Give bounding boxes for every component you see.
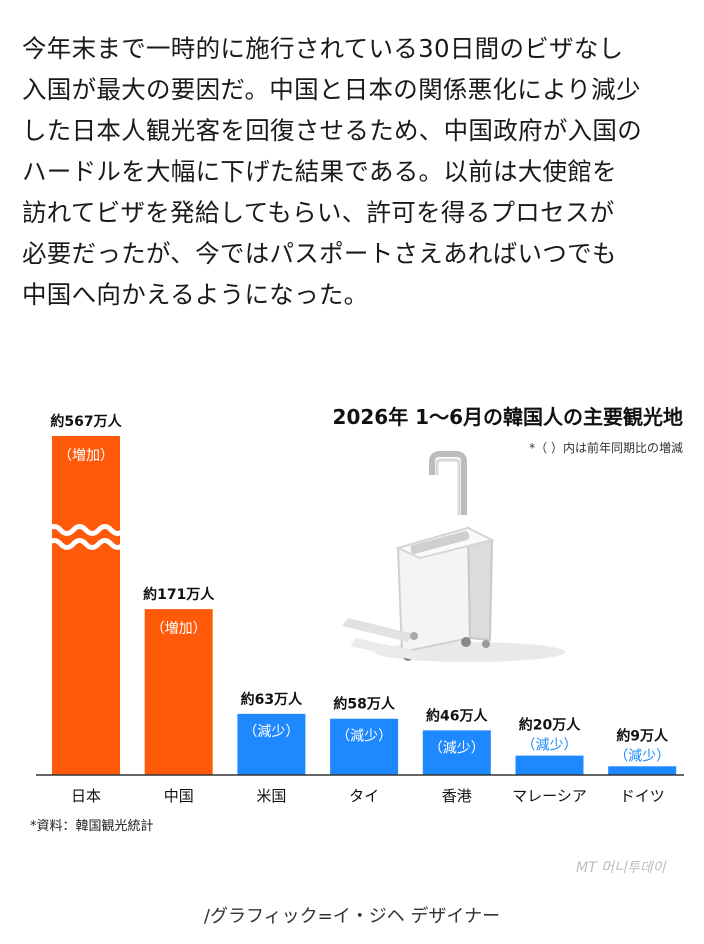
category-label: タイ [349, 787, 379, 805]
value-label: 約63万人 [241, 691, 303, 708]
category-label: 日本 [71, 787, 101, 805]
change-label: （減少） [429, 739, 485, 756]
change-label: （減少） [522, 737, 578, 754]
chart-title: 2026年 1～6月の韓国人の主要観光地 [333, 405, 683, 429]
value-label: 約46万人 [426, 707, 488, 724]
article-line: 今年末まで一時的に施行されている30日間のビザなし [22, 34, 624, 63]
value-label: 約171万人 [143, 586, 215, 603]
change-label: （増加） [151, 621, 207, 637]
bar [52, 436, 120, 775]
article-line: した日本人観光客を回復させるため、中国政府が入国の [22, 116, 642, 145]
value-label: 約9万人 [616, 727, 669, 744]
bar [422, 730, 491, 775]
bars-group: 約567万人 （増加） 日本 約171万人 （増加） 中国 約63万人 （減少） 米国 約58万人… [46, 413, 677, 805]
source-note: *資料：韓国観光統計 [30, 818, 154, 834]
axis-break-mark [46, 524, 126, 536]
category-label: 中国 [164, 787, 194, 805]
watermark: MT 머니투데이 [576, 860, 666, 876]
value-label: 約20万人 [519, 717, 581, 734]
article-text: 今年末まで一時的に施行されている30日間のビザなし 入国が最大の要因だ。中国と日… [22, 28, 682, 315]
graphic-credit: /グラフィック=イ・ジヘ デザイナー [203, 906, 501, 927]
category-label: 米国 [256, 787, 286, 805]
value-label: 約567万人 [50, 413, 122, 430]
bar [608, 766, 677, 775]
change-label: （減少） [243, 723, 299, 740]
bar [515, 755, 584, 775]
category-label: ドイツ [620, 787, 665, 805]
article-line: 訪れてビザを発給してもらい、許可を得るプロセスが [22, 198, 615, 227]
value-label: 約58万人 [333, 696, 395, 713]
article-line: 必要だったが、今ではパスポートさえあればいつでも [22, 239, 617, 268]
article-line: 中国へ向かえるようになった。 [22, 280, 369, 309]
chart-figure: 2026年 1～6月の韓国人の主要観光地 *（ ）内は前年同期比の増減 約567… [0, 380, 704, 880]
bar [330, 718, 399, 775]
bar [237, 713, 306, 775]
bar-chart: 2026年 1～6月の韓国人の主要観光地 *（ ）内は前年同期比の増減 約567… [30, 405, 684, 834]
article-line: 入国が最大の要因だ。中国と日本の関係悪化により減少 [22, 75, 641, 104]
bar [144, 609, 213, 775]
change-label: （減少） [336, 728, 392, 745]
axis-break-mark [46, 538, 126, 550]
category-label: 香港 [442, 787, 472, 805]
change-label: （減少） [614, 747, 670, 764]
suitcase-illustration [342, 451, 565, 662]
article-line: ハードルを大幅に下げた結果である。以前は大使館を [22, 157, 617, 186]
chart-note: *（ ）内は前年同期比の増減 [529, 440, 683, 455]
change-label: （増加） [58, 448, 114, 464]
category-label: マレーシア [512, 787, 587, 805]
